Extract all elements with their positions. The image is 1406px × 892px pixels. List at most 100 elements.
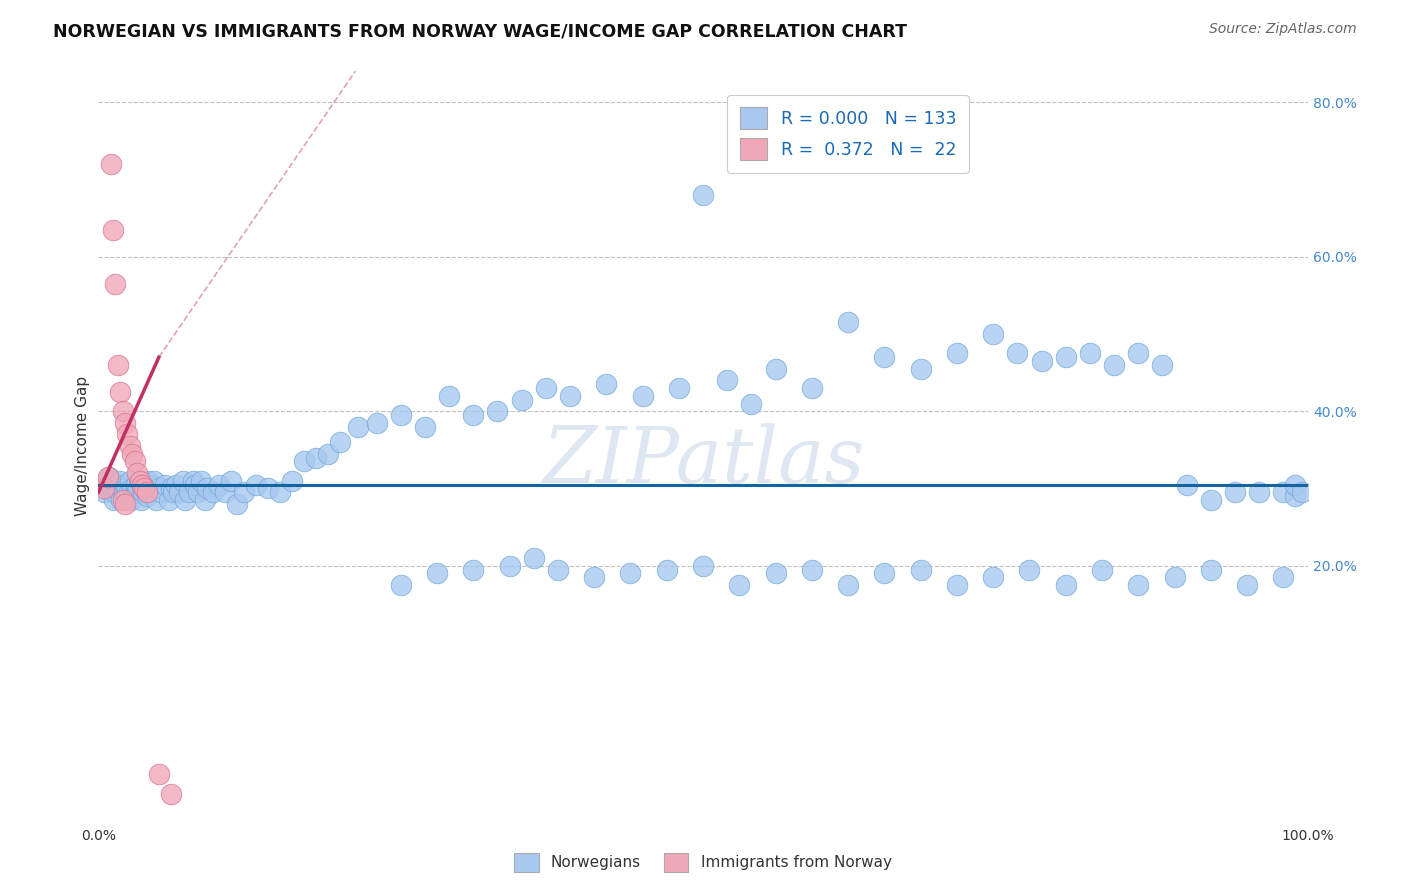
Point [143,474,166,488]
Point [153,477,176,491]
Point [195,482,218,496]
Point [108,485,131,500]
Point [329,435,352,450]
Point [1236,578,1258,592]
Point [118,485,141,500]
Point [716,373,738,387]
Point [728,578,751,592]
Point [1018,563,1040,577]
Point [104,277,127,291]
Point [136,474,159,488]
Point [134,482,156,496]
Point [104,485,127,500]
Point [120,493,142,508]
Point [93,482,115,496]
Point [208,477,231,491]
Point [100,485,122,500]
Point [800,563,823,577]
Point [100,482,122,496]
Point [134,477,156,491]
Point [111,493,134,508]
Point [138,485,160,500]
Point [128,474,150,488]
Point [157,493,180,508]
Point [619,566,641,581]
Point [946,578,969,592]
Point [132,485,155,500]
Point [463,563,485,577]
Point [97,482,120,496]
Point [127,485,149,500]
Point [150,485,173,500]
Point [655,563,678,577]
Point [181,474,204,488]
Point [125,477,148,491]
Point [837,315,859,329]
Point [124,454,146,468]
Point [93,485,115,500]
Point [131,482,153,496]
Point [389,408,412,422]
Point [110,493,132,508]
Point [1152,358,1174,372]
Point [631,389,654,403]
Point [1078,346,1101,360]
Point [135,489,157,503]
Point [692,558,714,573]
Point [1054,350,1077,364]
Point [131,477,153,491]
Point [103,493,125,508]
Point [121,447,143,461]
Point [873,350,896,364]
Point [179,485,201,500]
Point [347,419,370,434]
Point [117,427,139,442]
Point [256,482,278,496]
Point [190,474,212,488]
Point [107,358,129,372]
Point [169,485,191,500]
Point [114,497,136,511]
Point [1284,489,1306,503]
Point [97,470,120,484]
Point [413,419,436,434]
Point [389,578,412,592]
Point [114,416,136,430]
Point [101,223,124,237]
Point [498,558,520,573]
Text: NORWEGIAN VS IMMIGRANTS FROM NORWAY WAGE/INCOME GAP CORRELATION CHART: NORWEGIAN VS IMMIGRANTS FROM NORWAY WAGE… [53,22,907,40]
Point [160,482,183,496]
Point [101,474,124,488]
Point [316,447,339,461]
Point [194,493,217,508]
Point [128,474,150,488]
Point [135,485,157,500]
Point [910,361,932,376]
Point [765,361,787,376]
Point [1128,578,1150,592]
Point [1007,346,1029,360]
Point [1272,570,1295,584]
Point [1199,493,1222,508]
Point [127,466,149,480]
Point [800,381,823,395]
Point [187,485,209,500]
Point [534,381,557,395]
Point [510,392,533,407]
Point [111,404,134,418]
Point [558,389,581,403]
Point [1223,485,1246,500]
Point [172,474,194,488]
Point [124,485,146,500]
Point [692,188,714,202]
Point [1272,485,1295,500]
Point [118,439,141,453]
Point [148,767,170,781]
Point [873,566,896,581]
Legend: R = 0.000   N = 133, R =  0.372   N =  22: R = 0.000 N = 133, R = 0.372 N = 22 [727,95,969,173]
Point [174,493,197,508]
Point [117,482,139,496]
Point [366,416,388,430]
Point [214,485,236,500]
Point [1163,570,1185,584]
